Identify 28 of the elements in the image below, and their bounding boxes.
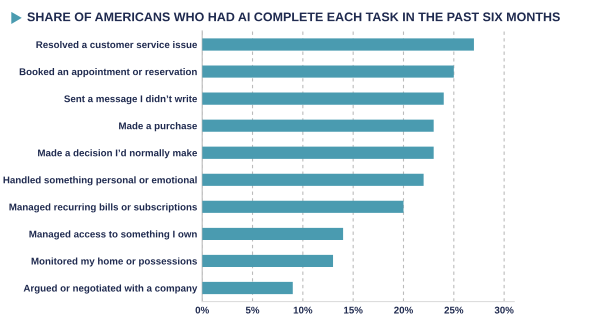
y-tick-label: Sent a message I didn’t write	[64, 95, 198, 104]
y-tick-label: Monitored my home or possessions	[32, 257, 197, 267]
y-tick-label: Argued or negotiated with a company	[24, 284, 198, 294]
x-tick-label: 10%	[294, 306, 312, 314]
y-tick-label: Managed access to something I own	[29, 230, 197, 240]
bar	[202, 254, 334, 268]
y-tick-label: Managed recurring bills or subscriptions	[9, 203, 197, 212]
x-tick-label: 15%	[344, 306, 363, 314]
y-tick-label: Made a purchase	[119, 122, 198, 132]
bar	[202, 38, 474, 51]
chart-title: SHARE OF AMERICANS WHO HAD AI COMPLETE EACH TASK IN THE PAST SIX MONTHS	[27, 12, 560, 22]
bar	[202, 92, 444, 105]
y-tick-label: Resolved a customer service issue	[36, 40, 198, 48]
bar	[202, 146, 434, 159]
bar	[202, 200, 404, 213]
y-tick-label: Handled something personal or emotional	[4, 176, 197, 186]
x-tick-label: 25%	[444, 306, 464, 314]
bar	[202, 120, 434, 132]
x-tick-label: 5%	[246, 306, 260, 314]
bar	[202, 228, 344, 240]
x-tick-label: 0%	[196, 306, 209, 314]
bar	[202, 65, 454, 78]
x-tick-label: 30%	[494, 306, 514, 314]
x-tick-label: 20%	[394, 306, 413, 314]
bar	[202, 282, 293, 294]
bar	[202, 174, 424, 186]
y-tick-label: Made a decision I’d normally make	[38, 149, 198, 158]
y-tick-label: Booked an appointment or reservation	[20, 68, 197, 78]
